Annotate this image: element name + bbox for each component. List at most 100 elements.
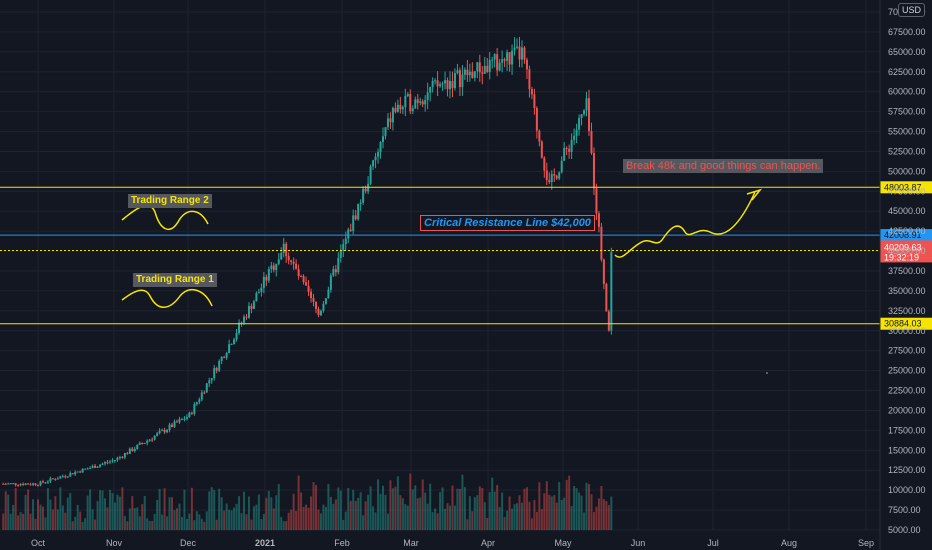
candle-body [4, 483, 7, 485]
volume-bar [329, 496, 332, 530]
volume-bar [498, 507, 501, 530]
volume-bar [578, 492, 581, 530]
volume-bar [208, 491, 211, 530]
annotation-trading-range-1[interactable]: Trading Range 1 [133, 273, 217, 287]
candle-body [491, 59, 494, 61]
volume-bar [610, 496, 613, 530]
annotation-break-48k[interactable]: Break 48k and good things can happen. [623, 159, 824, 173]
volume-bar [260, 519, 263, 530]
candle-body [141, 442, 144, 444]
volume-bar [364, 501, 367, 530]
volume-bar [543, 493, 546, 530]
volume-bar [79, 511, 82, 530]
y-tick-label: 47500.00 [888, 186, 926, 196]
volume-bar [76, 504, 79, 530]
y-tick-label: 67500.00 [888, 27, 926, 37]
volume-bar [183, 489, 186, 530]
candle-body [449, 81, 452, 90]
volume-bar [151, 520, 154, 530]
candle-body [118, 456, 121, 458]
volume-bar [468, 496, 471, 530]
volume-bar [104, 498, 107, 530]
candle-body [327, 289, 330, 299]
candle-body [394, 107, 397, 112]
volume-bar [411, 489, 414, 530]
drawing-squiggle-range-1 [121, 288, 213, 308]
candle-body [161, 429, 164, 431]
candle-body [34, 483, 37, 486]
horizontal-levels: 48003.8742008.9140077.9630884.0340209.63… [0, 181, 932, 330]
volume-bar [453, 505, 456, 530]
candle-body [585, 98, 588, 111]
candle-body [178, 419, 181, 423]
currency-badge[interactable]: USD [897, 3, 925, 17]
candle-body [282, 243, 285, 253]
volume-bar [205, 511, 208, 530]
candle-body [99, 464, 102, 467]
candle-body [203, 392, 206, 394]
candle-body [27, 483, 30, 485]
candle-body [377, 152, 380, 157]
volume-bar [488, 492, 491, 530]
candle-body [76, 471, 79, 473]
candle-body [240, 322, 243, 324]
volume-bar [131, 496, 134, 530]
candle-body [337, 257, 340, 273]
volume-bar [123, 516, 126, 530]
volume-bar [213, 490, 216, 530]
annotation-trading-range-2[interactable]: Trading Range 2 [128, 194, 212, 208]
candle-body [44, 482, 47, 484]
volume-bar [312, 482, 315, 530]
candle-body [411, 108, 414, 112]
candle-body [560, 160, 563, 173]
candle-body [473, 71, 476, 78]
candle-body [17, 484, 20, 486]
candle-body [252, 301, 255, 310]
candle-body [520, 47, 523, 60]
candle-body [471, 71, 474, 78]
candle-body [458, 70, 461, 88]
time-axis[interactable]: Oct Nov Dec 2021 Feb Mar Apr May Jun Jul Aug Sep [31, 538, 874, 548]
volume-bar [332, 503, 335, 530]
volume-bar [270, 497, 273, 530]
volume-bar [602, 499, 605, 530]
candle-body [558, 172, 561, 179]
candle-body [121, 456, 124, 458]
candle-body [466, 69, 469, 76]
volume-bar [166, 516, 169, 530]
candle-body [113, 460, 116, 462]
candle-body [381, 136, 384, 143]
annotation-critical-resistance[interactable]: Critical Resistance Line $42,000 [420, 215, 595, 231]
volume-bar [471, 511, 474, 530]
volume-bar [19, 512, 22, 530]
volume-bar [295, 510, 298, 530]
candle-body [183, 418, 186, 420]
volume-bar [61, 505, 64, 530]
volume-bar [121, 487, 124, 530]
candle-body [535, 108, 538, 131]
candle-body [357, 203, 360, 220]
candle-body [29, 484, 32, 486]
volume-bar [163, 488, 166, 530]
volume-bar [431, 512, 434, 530]
candle-body [198, 399, 201, 403]
volume-bar [86, 495, 89, 530]
volume-bar [327, 484, 330, 530]
candlesticks [2, 36, 613, 487]
volume-bar [84, 518, 87, 530]
candle-body [32, 483, 35, 485]
y-tick-label: 60000.00 [888, 87, 926, 97]
volume-bar [238, 496, 241, 530]
candle-body [568, 148, 571, 152]
candle-body [96, 466, 99, 468]
candle-body [419, 101, 422, 103]
y-tick-label: 40000.00 [888, 246, 926, 256]
candle-body [372, 160, 375, 167]
candle-body [267, 269, 270, 281]
price-axis[interactable]: 70000.0067500.0065000.0062500.0060000.00… [879, 0, 926, 550]
volume-bar [324, 506, 327, 530]
volume-bar [297, 475, 300, 530]
volume-bar [56, 509, 59, 530]
cursor-dot [766, 372, 768, 374]
